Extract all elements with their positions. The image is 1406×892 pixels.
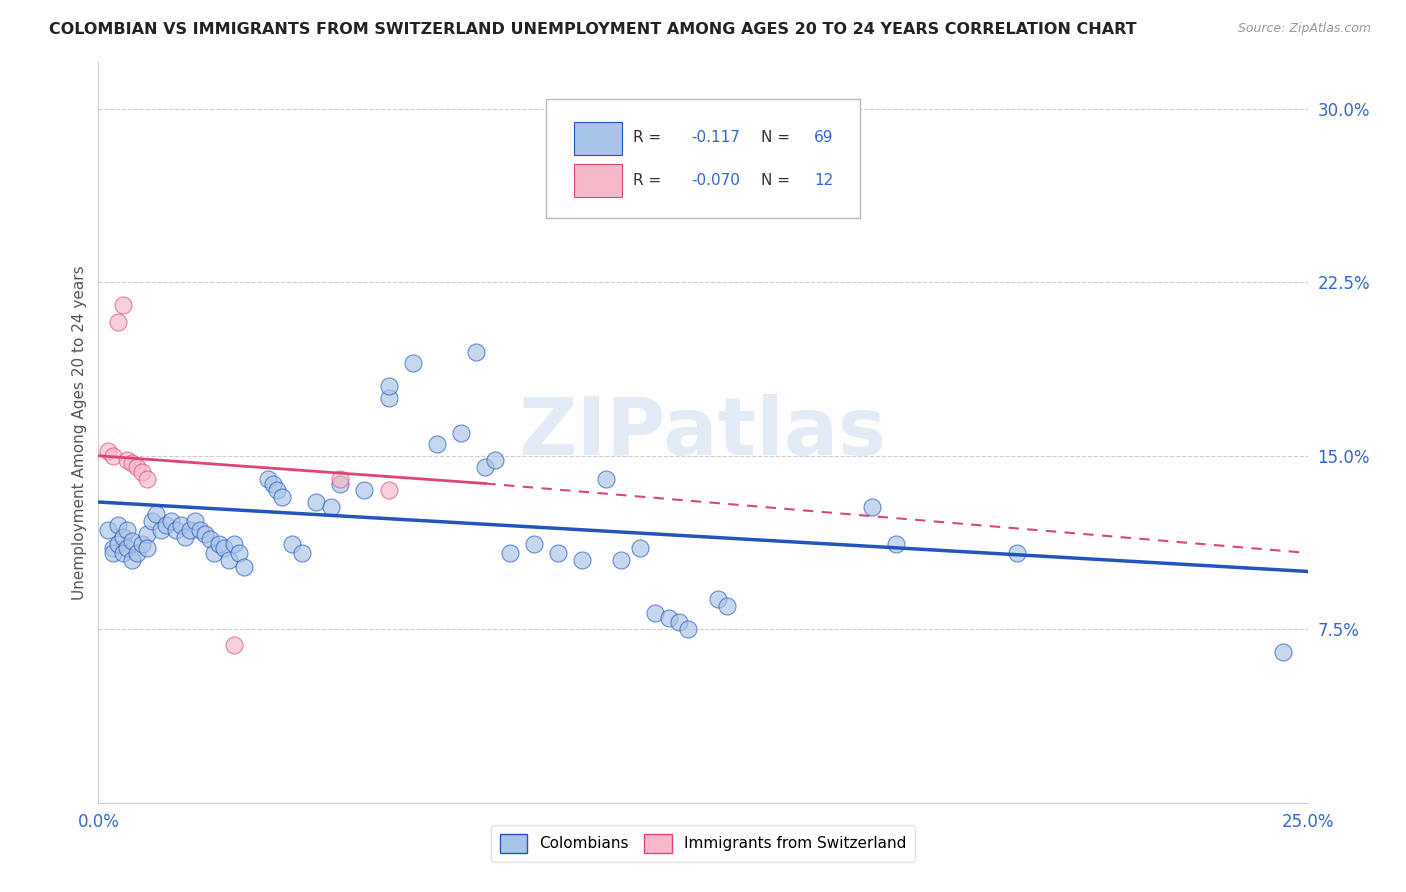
Text: N =: N = — [761, 130, 790, 145]
Point — [377, 391, 399, 405]
Point — [204, 546, 226, 560]
Point — [127, 546, 149, 560]
Point — [127, 460, 149, 475]
Point — [174, 530, 197, 544]
Point — [160, 514, 183, 528]
Point — [198, 532, 221, 546]
Point — [498, 546, 520, 560]
Point — [121, 456, 143, 470]
Point — [97, 444, 120, 458]
Point — [169, 518, 191, 533]
Point — [232, 559, 254, 574]
Point — [716, 599, 738, 614]
Point — [595, 472, 617, 486]
Point — [402, 356, 425, 370]
Point — [628, 541, 651, 556]
Point — [107, 518, 129, 533]
Point — [377, 379, 399, 393]
Point — [135, 472, 157, 486]
Point — [194, 527, 217, 541]
Point — [150, 523, 173, 537]
Point — [131, 536, 153, 550]
Point — [281, 536, 304, 550]
Point — [571, 553, 593, 567]
Text: Source: ZipAtlas.com: Source: ZipAtlas.com — [1237, 22, 1371, 36]
Point — [329, 476, 352, 491]
Point — [658, 610, 681, 624]
Text: ZIPatlas: ZIPatlas — [519, 393, 887, 472]
Point — [450, 425, 472, 440]
Point — [484, 453, 506, 467]
Point — [101, 541, 124, 556]
Point — [353, 483, 375, 498]
Point — [290, 546, 312, 560]
Point — [319, 500, 342, 514]
Point — [208, 536, 231, 550]
Point — [97, 523, 120, 537]
Point — [426, 437, 449, 451]
Point — [474, 460, 496, 475]
Text: 12: 12 — [814, 173, 834, 188]
Point — [886, 536, 908, 550]
Point — [121, 534, 143, 549]
Point — [305, 495, 328, 509]
Point — [262, 476, 284, 491]
Text: R =: R = — [633, 173, 661, 188]
Point — [117, 453, 139, 467]
Point — [1007, 546, 1029, 560]
Point — [111, 530, 134, 544]
Point — [117, 541, 139, 556]
Point — [256, 472, 278, 486]
Point — [644, 606, 666, 620]
Point — [222, 536, 245, 550]
Point — [179, 523, 201, 537]
Text: R =: R = — [633, 130, 661, 145]
Bar — [574, 164, 621, 197]
Point — [706, 592, 728, 607]
Point — [271, 491, 294, 505]
Point — [141, 514, 163, 528]
Point — [218, 553, 240, 567]
Point — [145, 507, 167, 521]
Point — [155, 518, 177, 533]
Point — [668, 615, 690, 630]
Point — [523, 536, 546, 550]
Point — [184, 514, 207, 528]
Point — [222, 639, 245, 653]
Text: COLOMBIAN VS IMMIGRANTS FROM SWITZERLAND UNEMPLOYMENT AMONG AGES 20 TO 24 YEARS : COLOMBIAN VS IMMIGRANTS FROM SWITZERLAND… — [49, 22, 1137, 37]
Point — [101, 546, 124, 560]
Point — [135, 527, 157, 541]
Point — [135, 541, 157, 556]
Point — [117, 523, 139, 537]
Point — [111, 298, 134, 312]
Point — [188, 523, 211, 537]
Point — [377, 483, 399, 498]
Point — [678, 622, 700, 636]
Point — [107, 536, 129, 550]
Point — [228, 546, 250, 560]
Point — [121, 553, 143, 567]
Y-axis label: Unemployment Among Ages 20 to 24 years: Unemployment Among Ages 20 to 24 years — [72, 265, 87, 600]
Point — [740, 148, 762, 162]
Text: 69: 69 — [814, 130, 834, 145]
Bar — [574, 121, 621, 155]
Point — [111, 546, 134, 560]
Point — [107, 314, 129, 328]
Text: -0.117: -0.117 — [690, 130, 740, 145]
Text: -0.070: -0.070 — [690, 173, 740, 188]
Point — [266, 483, 288, 498]
Point — [547, 546, 569, 560]
Point — [329, 472, 352, 486]
Point — [131, 465, 153, 479]
Legend: Colombians, Immigrants from Switzerland: Colombians, Immigrants from Switzerland — [491, 825, 915, 862]
Point — [165, 523, 187, 537]
Point — [610, 553, 633, 567]
FancyBboxPatch shape — [546, 99, 860, 218]
Point — [212, 541, 235, 556]
Point — [464, 344, 486, 359]
Point — [1272, 645, 1295, 659]
Text: N =: N = — [761, 173, 790, 188]
Point — [101, 449, 124, 463]
Point — [860, 500, 883, 514]
